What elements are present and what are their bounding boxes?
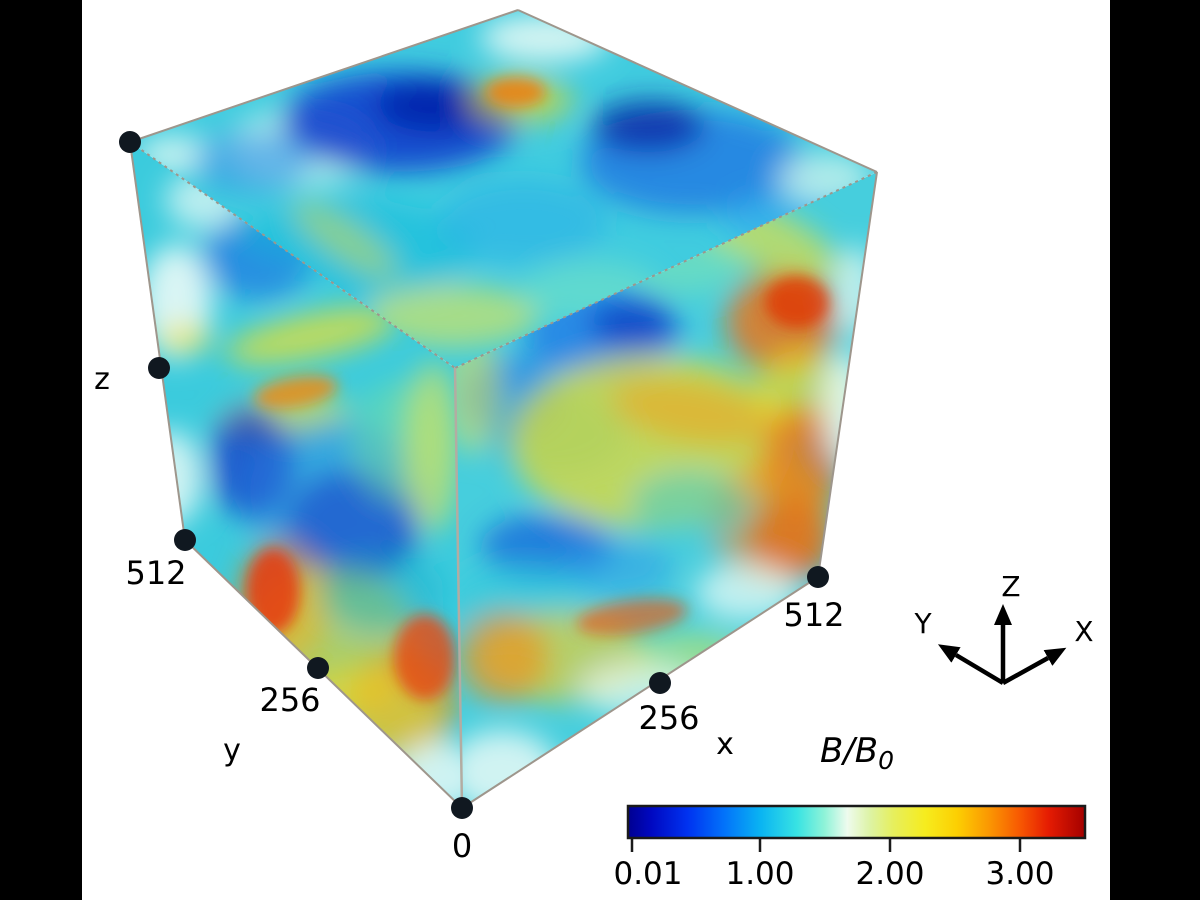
z-axis-tick-dot-256 [148, 357, 170, 379]
edge-left-vertical [129, 141, 186, 541]
cube-right-face [455, 172, 877, 808]
x-axis-tick-label-512: 512 [783, 596, 844, 634]
cube-volume-rendering: z 512 256 y 0 256 x 512 [94, 9, 878, 865]
orientation-y-arrow [937, 644, 1005, 685]
y-axis-tick-label-256: 256 [259, 681, 320, 719]
y-axis-label: y [223, 733, 241, 768]
orientation-z-label: Z [1001, 570, 1020, 603]
orientation-y-label: Y [913, 607, 932, 640]
colorbar-title-main: B/B [820, 731, 878, 771]
orientation-x-label: X [1074, 615, 1093, 648]
z-axis-tick-dot-512 [119, 131, 141, 153]
colorbar-tick-label-2: 2.00 [855, 856, 924, 892]
pillarbox-left [0, 0, 82, 900]
x-axis-tick-dot-512 [807, 566, 829, 588]
colorbar-tick-labels: 0.01 1.00 2.00 3.00 [613, 856, 1054, 892]
edge-front-vertical [453, 367, 464, 809]
edge-top-front-right [454, 171, 878, 369]
colorbar-title-subscript: 0 [878, 746, 894, 775]
origin-tick-dot [451, 797, 473, 819]
edge-top-front-left [129, 141, 456, 369]
y-axis-tick-dot-512 [174, 529, 196, 551]
x-axis-label: x [716, 727, 734, 762]
colorbar: B/B0 0.01 1.00 2.00 3.00 [613, 731, 1087, 892]
colorbar-tick-label-3: 3.00 [985, 856, 1054, 892]
axis-tick-dots [119, 131, 829, 819]
z-axis-label: z [94, 362, 110, 397]
edge-bottom-right [461, 576, 819, 809]
orientation-x-arrow [1001, 647, 1067, 685]
edge-top-back-right [517, 9, 878, 173]
colorbar-tick-label-0: 0.01 [613, 856, 682, 892]
colorbar-title: B/B0 [820, 731, 894, 775]
origin-tick-label: 0 [452, 827, 472, 865]
x-axis-tick-dot-256 [649, 672, 671, 694]
axis-labels: z 512 256 y 0 256 x 512 [94, 362, 844, 865]
x-axis-tick-label-256: 256 [638, 699, 699, 737]
cube-edges [129, 9, 878, 809]
edge-top-back-left [129, 9, 519, 143]
pillarbox-right [1110, 0, 1200, 900]
orientation-axes-widget: Z Y X [913, 570, 1094, 685]
colorbar-tick-label-1: 1.00 [725, 856, 794, 892]
colorbar-gradient-bar [626, 804, 1087, 840]
y-axis-tick-dot-256 [307, 657, 329, 679]
colorbar-ticks [630, 838, 1022, 852]
edge-right-vertical [817, 171, 878, 578]
y-axis-tick-label-512: 512 [125, 554, 186, 592]
